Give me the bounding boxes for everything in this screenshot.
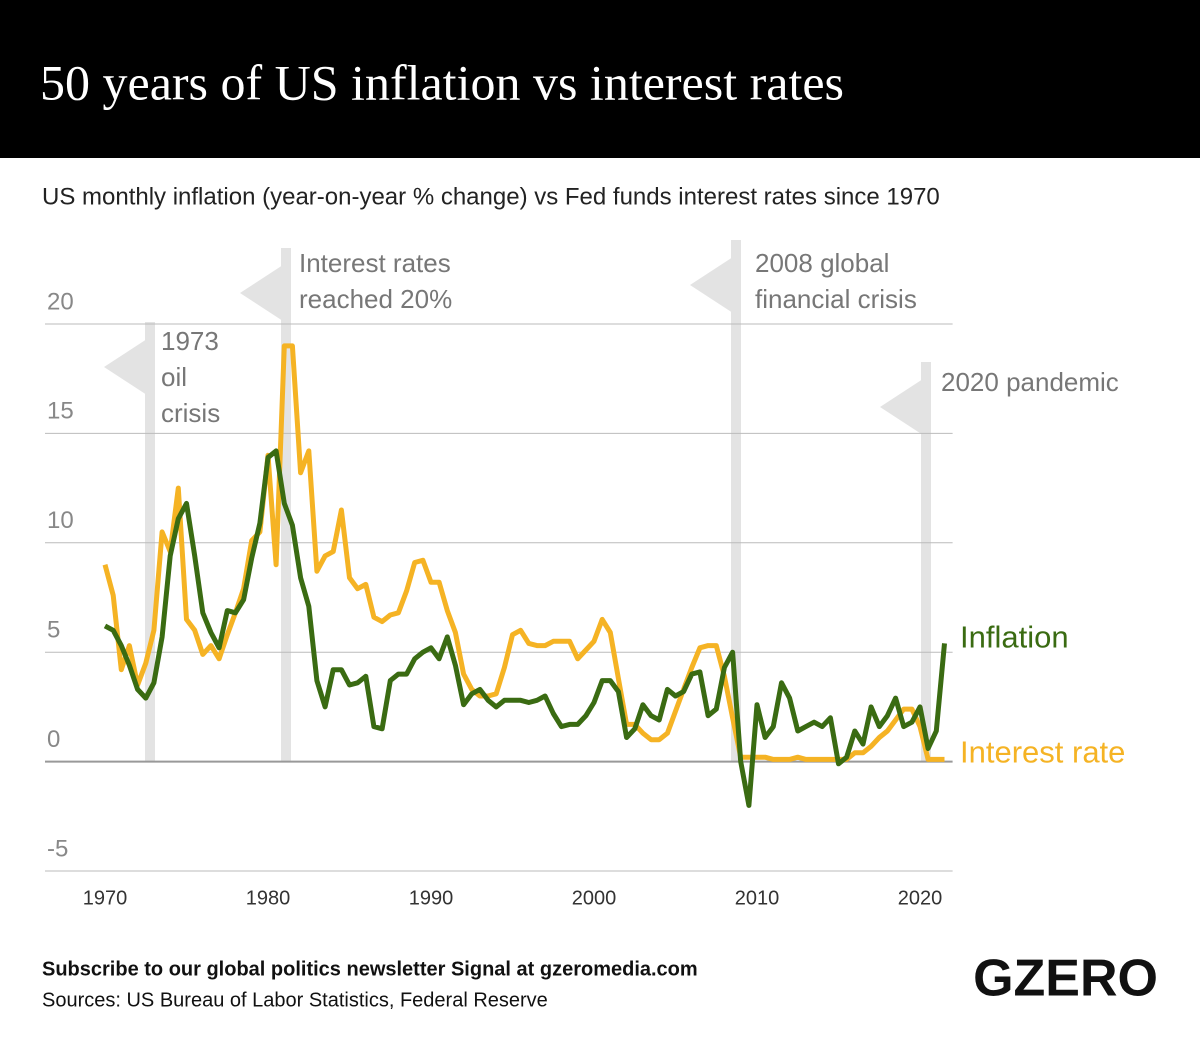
x-tick-label: 1970 (83, 887, 128, 909)
y-tick-label: 0 (47, 726, 60, 753)
annotation-text: oil (161, 362, 187, 392)
annotation-flag (104, 337, 150, 397)
logo: GZERO (973, 950, 1158, 1008)
annotation-flag (240, 263, 286, 323)
annotation-text: 2008 global (755, 248, 889, 278)
series-line (103, 448, 947, 808)
series-label: Interest rate (960, 735, 1125, 770)
header-bar (0, 0, 1200, 158)
title: 50 years of US inflation vs interest rat… (40, 54, 844, 110)
plot: -5 0 5 10 15 20 1970 1980 1990 2000 2010 2020 Intere… (45, 288, 1125, 909)
x-tick-label: 1990 (409, 887, 454, 909)
annotation-text: crisis (161, 398, 220, 428)
y-tick-label: 5 (47, 617, 60, 644)
y-tick-label: 20 (47, 288, 74, 315)
y-tick-label: 10 (47, 507, 74, 534)
annotation-flag (880, 377, 926, 437)
series-label: Inflation (960, 620, 1069, 655)
x-tick-label: 2020 (898, 887, 943, 909)
x-tick-label: 2010 (735, 887, 780, 909)
annotation-text: reached 20% (299, 284, 452, 314)
x-tick-label: 2000 (572, 887, 617, 909)
footer-cta: Subscribe to our global politics newslet… (42, 958, 698, 980)
annotation-text: 1973 (161, 326, 219, 356)
y-tick-label: -5 (47, 835, 68, 862)
annotation-bar (731, 240, 741, 762)
y-tick-label: 15 (47, 398, 74, 425)
footer-source: Sources: US Bureau of Labor Statistics, … (42, 989, 548, 1011)
annotation-flag (690, 255, 736, 315)
series-line (102, 343, 945, 762)
subtitle: US monthly inflation (year-on-year % cha… (42, 183, 940, 210)
annotation-text: financial crisis (755, 284, 917, 314)
annotation-bar (145, 322, 155, 762)
annotation-bar (921, 362, 931, 762)
annotation-text: 2020 pandemic (941, 367, 1119, 397)
annotation-text: Interest rates (299, 248, 451, 278)
x-tick-label: 1980 (246, 887, 291, 909)
